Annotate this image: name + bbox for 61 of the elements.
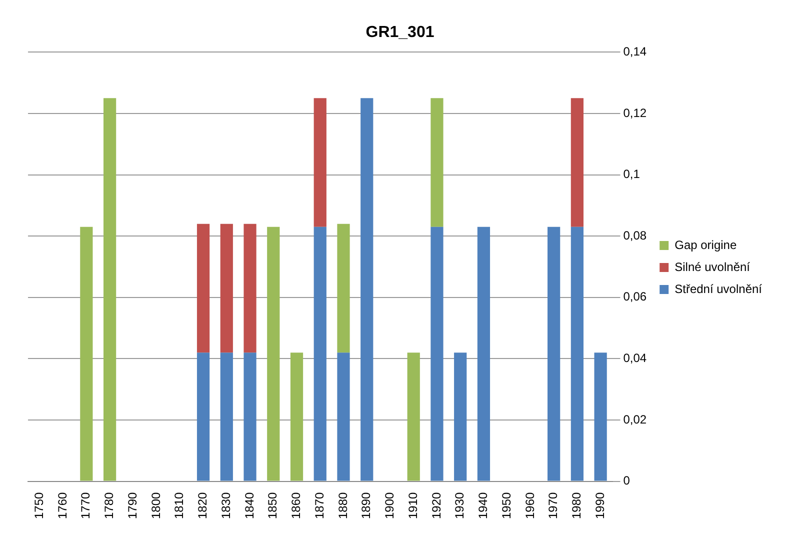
x-tick-label: 1970 <box>546 492 560 520</box>
bar <box>80 226 93 481</box>
x-tick-label: 1950 <box>499 492 514 520</box>
bar <box>196 352 210 481</box>
y-tick-label: 0,1 <box>623 167 640 182</box>
legend-label: Střední uvolnění <box>674 282 763 296</box>
bar <box>570 98 584 227</box>
bar <box>454 352 467 481</box>
x-tick-label: 1850 <box>266 492 280 520</box>
x-tick-label: 1800 <box>148 492 163 520</box>
x-tick-label: 1890 <box>359 492 374 520</box>
y-tick-label: 0,02 <box>623 412 647 426</box>
x-tick-label: 1920 <box>429 492 444 520</box>
bar <box>220 224 233 353</box>
bar <box>244 352 256 481</box>
x-tick-label: 1770 <box>78 492 93 520</box>
bar <box>314 98 326 227</box>
bar <box>407 352 420 481</box>
x-tick-label: 1810 <box>172 492 186 520</box>
bar <box>337 224 350 353</box>
bar <box>314 226 326 481</box>
bar <box>594 352 607 481</box>
bar <box>548 226 560 481</box>
x-tick-label: 1880 <box>336 492 350 520</box>
y-tick-label: 0,08 <box>623 228 647 242</box>
x-tick-label: 1940 <box>476 492 490 520</box>
y-tick-label: 0,14 <box>623 44 647 59</box>
bar <box>290 352 304 481</box>
legend-label: Silné uvolnění <box>674 260 751 274</box>
x-tick-label: 1750 <box>32 492 46 520</box>
x-tick-label: 1780 <box>102 492 116 520</box>
x-tick-label: 1960 <box>522 492 537 520</box>
bar <box>196 224 210 353</box>
x-tick-label: 1930 <box>452 492 467 520</box>
bar <box>570 226 584 481</box>
x-tick-label: 1820 <box>196 492 210 520</box>
bar <box>360 98 374 481</box>
x-tick-label: 1860 <box>289 492 304 520</box>
x-tick-label: 1790 <box>125 492 140 520</box>
bar <box>267 226 280 481</box>
bar <box>430 98 444 227</box>
x-tick-label: 1830 <box>218 492 233 520</box>
bar <box>220 352 233 481</box>
bar <box>337 352 350 481</box>
y-tick-label: 0,06 <box>623 290 647 304</box>
bar <box>430 226 444 481</box>
x-tick-label: 1990 <box>592 492 607 520</box>
bar <box>477 226 490 481</box>
bar <box>103 98 116 481</box>
x-tick-label: 1900 <box>382 492 397 520</box>
x-tick-label: 1840 <box>242 492 256 520</box>
x-tick-label: 1980 <box>570 492 584 520</box>
x-tick-label: 1910 <box>406 492 420 520</box>
bar <box>244 224 256 353</box>
y-tick-label: 0 <box>623 474 630 488</box>
chart-title: GR1_301 <box>366 24 434 42</box>
x-tick-label: 1870 <box>312 492 326 520</box>
legend-label: Gap origine <box>674 238 737 252</box>
y-tick-label: 0,12 <box>623 106 647 120</box>
x-tick-label: 1760 <box>55 492 70 520</box>
y-tick-label: 0,04 <box>623 351 647 366</box>
